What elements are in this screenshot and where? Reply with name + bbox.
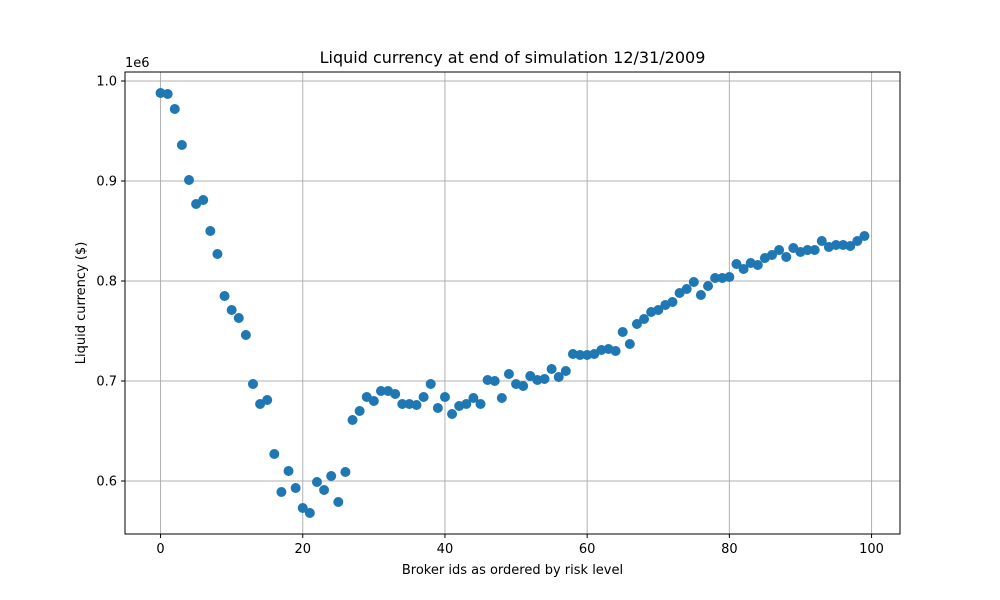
data-point [816,236,827,246]
data-point [475,399,486,409]
x-tick-label: 20 [294,542,311,557]
data-point [809,245,820,255]
data-point [290,483,301,493]
plot-frame [124,71,901,535]
data-point [688,277,699,287]
data-point [368,396,379,406]
data-point [397,399,408,409]
data-point [496,393,507,403]
data-point [333,497,344,507]
y-tick-label: 0.7 [96,375,117,390]
data-point [653,305,664,315]
data-point [297,503,308,513]
x-axis-ticks: 0 20 40 60 80 100 [156,534,884,557]
data-point [617,327,628,337]
data-point [461,399,472,409]
data-point [247,379,258,389]
data-point [212,249,223,259]
data-point [176,140,187,150]
data-point [767,250,778,260]
data-point [447,409,458,419]
data-points [155,88,870,518]
data-point [326,471,337,481]
data-point [781,252,792,262]
data-point [276,487,287,497]
x-axis-label: Broker ids as ordered by risk level [402,563,623,578]
data-point [631,319,642,329]
y-tick-label: 0.8 [96,275,117,290]
data-point [560,366,571,376]
y-axis-offset-label: 1e6 [125,56,150,71]
data-point [546,364,557,374]
data-point [240,330,251,340]
data-point [831,240,842,250]
data-point [731,259,742,269]
data-point [183,175,194,185]
data-point [205,226,216,236]
x-tick-label: 100 [859,542,884,557]
data-point [269,449,280,459]
data-point [198,195,209,205]
x-tick-label: 80 [721,542,738,557]
chart-title: Liquid currency at end of simulation 12/… [320,48,706,67]
data-point [724,272,735,282]
data-point [226,305,237,315]
data-point [432,403,443,413]
data-point [703,281,714,291]
data-point [390,389,401,399]
data-point [624,339,635,349]
data-point [354,406,365,416]
data-point [375,386,386,396]
data-point [518,381,529,391]
data-point [639,314,650,324]
data-point [489,376,500,386]
grid-lines [125,72,900,534]
data-point [468,393,479,403]
data-point [802,245,813,255]
data-point [681,284,692,294]
data-point [340,467,351,477]
x-tick-label: 40 [437,542,454,557]
x-tick-label: 0 [156,542,164,557]
y-axis-ticks: 0.6 0.7 0.8 0.9 1.0 [96,75,125,490]
data-point [439,392,450,402]
data-point [233,313,244,323]
y-tick-label: 1.0 [96,75,117,90]
data-point [553,372,564,382]
x-tick-label: 60 [579,542,596,557]
data-point [752,260,763,270]
data-point [411,400,422,410]
data-point [738,264,749,274]
data-point [169,104,180,114]
data-point [311,477,322,487]
data-point [845,241,856,251]
data-point [304,508,315,518]
data-point [859,231,870,241]
data-point [347,415,358,425]
data-point [774,245,785,255]
data-point [418,392,429,402]
y-tick-label: 0.6 [96,475,117,490]
data-point [710,273,721,283]
y-axis-label: Liquid currency ($) [74,242,89,365]
y-tick-label: 0.9 [96,175,117,190]
data-point [575,350,586,360]
data-point [262,395,273,405]
data-point [503,369,514,379]
data-point [695,290,706,300]
data-point [319,485,330,495]
data-point [283,466,294,476]
data-point [162,89,173,99]
data-point [539,374,550,384]
data-point [219,291,230,301]
data-point [852,236,863,246]
data-point [667,297,678,307]
data-point [425,379,436,389]
data-point [610,346,621,356]
